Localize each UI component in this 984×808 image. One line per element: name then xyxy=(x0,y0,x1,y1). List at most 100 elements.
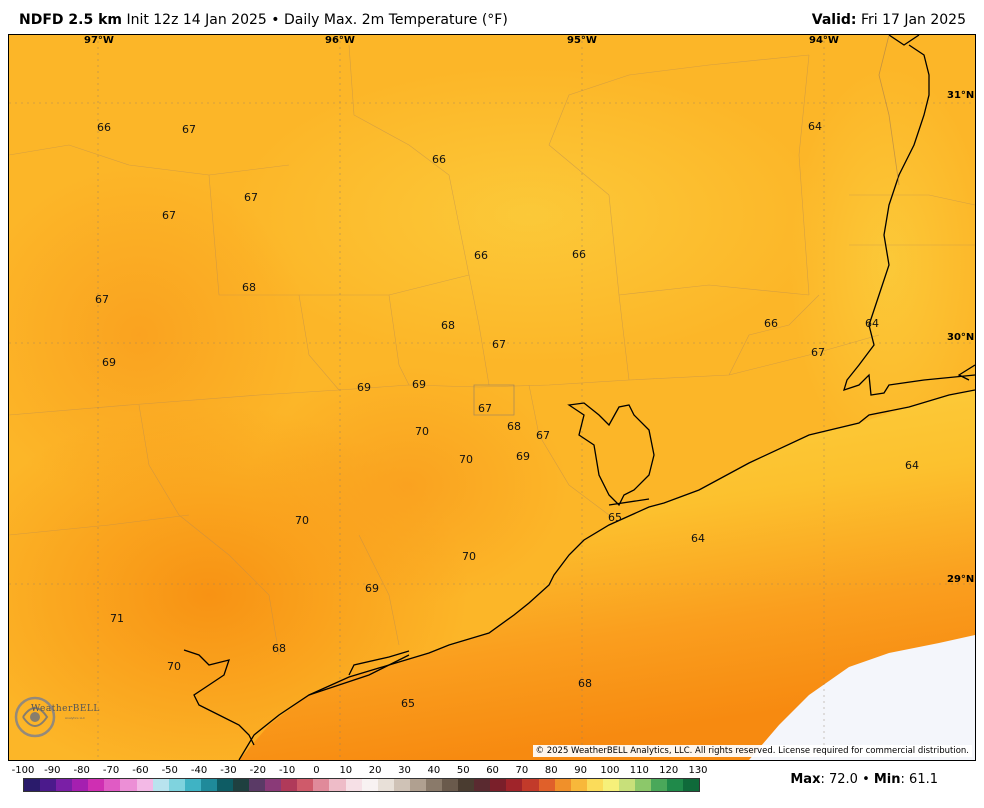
colorbar-swatch xyxy=(313,779,330,791)
temperature-value-label: 67 xyxy=(478,402,492,415)
colorbar-swatch xyxy=(24,779,41,791)
temperature-value-label: 67 xyxy=(182,123,196,136)
colorbar-tick-label: 20 xyxy=(368,765,382,776)
colorbar-swatch xyxy=(281,779,298,791)
temperature-value-label: 70 xyxy=(459,453,473,466)
colorbar-tick-label: -80 xyxy=(73,765,90,776)
logo-subtext: Analytics LLC xyxy=(65,716,86,720)
colorbar-legend: -100 -90 -80 -70 -60 -50 -40 -30 -20 -10 0 10 20 30 40… xyxy=(0,762,984,808)
colorbar-swatch xyxy=(683,779,700,791)
colorbar-tick-label: -10 xyxy=(278,765,296,776)
temperature-value-label: 65 xyxy=(608,511,622,524)
colorbar-swatch xyxy=(104,779,121,791)
colorbar-swatch xyxy=(216,779,234,791)
colorbar-ticks: -100 -90 -80 -70 -60 -50 -40 -30 -20 -10 0 10 20 30 40… xyxy=(0,765,720,779)
valid-date: Fri 17 Jan 2025 xyxy=(860,12,966,28)
colorbar-tick-label: -40 xyxy=(190,765,208,776)
colorbar-tick-label: 30 xyxy=(398,765,411,776)
temperature-value-label: 64 xyxy=(905,459,919,472)
max-min-summary: Max: 72.0 • Min: 61.1 xyxy=(790,772,938,787)
colorbar-swatch xyxy=(233,779,250,791)
colorbar-swatch xyxy=(184,779,201,791)
colorbar-tick-label: 0 xyxy=(313,765,320,776)
colorbar-swatch xyxy=(602,779,619,791)
model-name: NDFD 2.5 km xyxy=(19,12,122,28)
title-separator: • xyxy=(271,12,280,28)
weatherbell-logo: WeatherBELL Analytics LLC xyxy=(13,694,103,742)
temperature-value-label: 67 xyxy=(492,338,506,351)
min-label: Min xyxy=(873,772,901,787)
no-data-area xyxy=(749,635,975,760)
colorbar-swatch xyxy=(425,779,443,791)
temperature-value-label: 70 xyxy=(295,514,309,527)
temperature-value-label: 68 xyxy=(272,642,286,655)
colorbar-tick-label: -30 xyxy=(220,765,237,776)
lon-label-95w: 95°W xyxy=(567,35,597,46)
colorbar-swatch xyxy=(168,779,185,791)
temperature-value-label: 68 xyxy=(578,677,592,690)
cool-zone-east xyxy=(789,65,975,465)
temperature-value-label: 64 xyxy=(691,532,705,545)
colorbar-swatch xyxy=(200,779,217,791)
lon-label-96w: 96°W xyxy=(325,35,355,46)
colorbar-swatch xyxy=(586,779,603,791)
temperature-value-label: 64 xyxy=(808,120,822,133)
county-boundaries xyxy=(9,44,975,656)
temperature-value-label: 71 xyxy=(110,612,124,625)
colorbar-tick-label: 70 xyxy=(515,765,529,776)
colorbar-tick-label: -60 xyxy=(132,765,149,776)
colorbar-swatch xyxy=(554,779,571,791)
colorbar-swatch xyxy=(136,779,153,791)
init-time: Init 12z 14 Jan 2025 xyxy=(126,12,267,28)
colorbar-tick-label: 110 xyxy=(629,765,649,776)
colorbar-swatch xyxy=(40,779,57,791)
colorbar-tick-label: -20 xyxy=(249,765,266,776)
colorbar-tick-label: 80 xyxy=(544,765,558,776)
product-name: Daily Max. 2m Temperature (°F) xyxy=(283,12,508,28)
colorbar-swatch xyxy=(634,779,652,791)
colorbar-tick-label: 130 xyxy=(688,765,708,776)
colorbar-swatch xyxy=(570,779,587,791)
temperature-value-label: 64 xyxy=(865,317,879,330)
colorbar-tick-label: 40 xyxy=(427,765,441,776)
lat-label-29n: 29°N xyxy=(947,574,975,585)
houston-city-outline xyxy=(473,384,515,416)
colorbar-swatch xyxy=(88,779,105,791)
temperature-value-label: 69 xyxy=(365,582,379,595)
max-label: Max xyxy=(790,772,821,787)
header: NDFD 2.5 km Init 12z 14 Jan 2025 • Daily… xyxy=(0,0,984,34)
colorbar-swatch xyxy=(377,779,394,791)
map-canvas: 66 67 66 64 67 67 66 66 68 67 68 66 64 67 67 69 69 69 67 68… xyxy=(9,35,975,760)
colorbar-swatch xyxy=(474,779,491,791)
colorbar-swatch xyxy=(506,779,523,791)
colorbar-swatch xyxy=(56,779,73,791)
colorbar-swatch xyxy=(409,779,426,791)
temperature-value-label: 67 xyxy=(811,346,825,359)
temperature-value-label: 69 xyxy=(357,381,371,394)
colorbar-tick-label: 100 xyxy=(600,765,620,776)
colorbar-tick-label: -100 xyxy=(11,765,35,776)
temperature-value-label: 69 xyxy=(102,356,116,369)
colorbar-swatch xyxy=(393,779,410,791)
colorbar-tick-label: -50 xyxy=(161,765,178,776)
colorbar-swatch xyxy=(72,779,89,791)
colorbar-swatch xyxy=(490,779,507,791)
colorbar-swatch xyxy=(538,779,555,791)
valid-label: Valid: xyxy=(811,12,857,28)
warm-zone-central xyxy=(249,365,569,605)
colorbar-swatch xyxy=(442,779,459,791)
temperature-value-label: 65 xyxy=(401,697,415,710)
colorbar xyxy=(23,778,700,792)
temperature-value-label: 67 xyxy=(95,293,109,306)
lat-label-31n: 31°N xyxy=(947,90,975,101)
lat-label-30n: 30°N xyxy=(947,332,975,343)
colorbar-swatch xyxy=(249,779,266,791)
temperature-value-label: 67 xyxy=(162,209,176,222)
min-value: 61.1 xyxy=(909,772,938,787)
logo-text: WeatherBELL xyxy=(31,704,100,714)
temperature-value-label: 66 xyxy=(97,121,111,134)
temperature-value-label: 66 xyxy=(432,153,446,166)
colorbar-tick-label: -90 xyxy=(44,765,61,776)
valid-time: Valid: Fri 17 Jan 2025 xyxy=(812,12,966,28)
temperature-value-label: 70 xyxy=(167,660,181,673)
